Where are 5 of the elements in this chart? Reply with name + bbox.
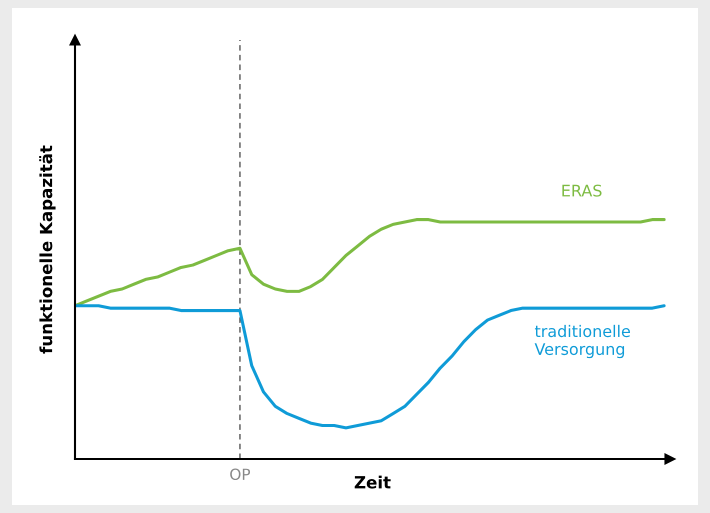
series-label: traditionelle Versorgung bbox=[534, 324, 630, 358]
text: OP bbox=[230, 468, 250, 480]
y-axis-title: funktionelle Kapazität bbox=[39, 145, 56, 354]
x-axis-title: Zeit bbox=[354, 476, 391, 489]
series-label: ERAS bbox=[562, 184, 602, 197]
